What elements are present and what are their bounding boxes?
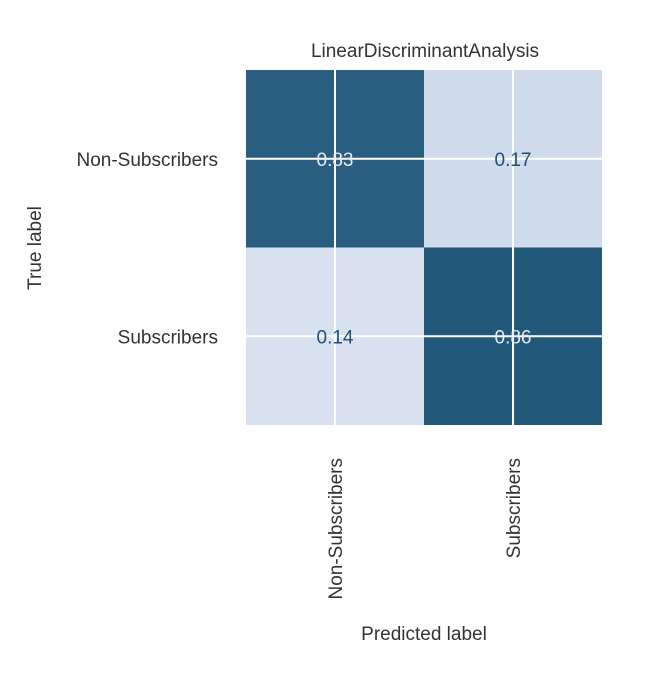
cell-value-labels: 0.83 0.17 0.14 0.86 (317, 150, 532, 349)
x-tick-label-1: Subscribers (504, 458, 525, 558)
y-tick-labels: Non-Subscribers Subscribers (77, 150, 219, 349)
heatmap-cells (246, 70, 602, 425)
cell-value-r1-c0: 0.14 (317, 327, 354, 348)
chart-title: LinearDiscriminantAnalysis (311, 41, 539, 62)
y-tick-label-0: Non-Subscribers (77, 150, 219, 171)
y-axis-label: True label (25, 206, 46, 290)
x-tick-labels: Non-Subscribers Subscribers (326, 458, 525, 600)
cell-value-r1-c1: 0.86 (495, 327, 532, 348)
y-tick-label-1: Subscribers (118, 327, 218, 348)
x-axis-label: Predicted label (361, 624, 487, 645)
cell-value-r0-c0: 0.83 (317, 150, 354, 171)
gridlines (246, 70, 602, 425)
x-tick-label-0: Non-Subscribers (326, 458, 347, 600)
cell-value-r0-c1: 0.17 (495, 150, 532, 171)
